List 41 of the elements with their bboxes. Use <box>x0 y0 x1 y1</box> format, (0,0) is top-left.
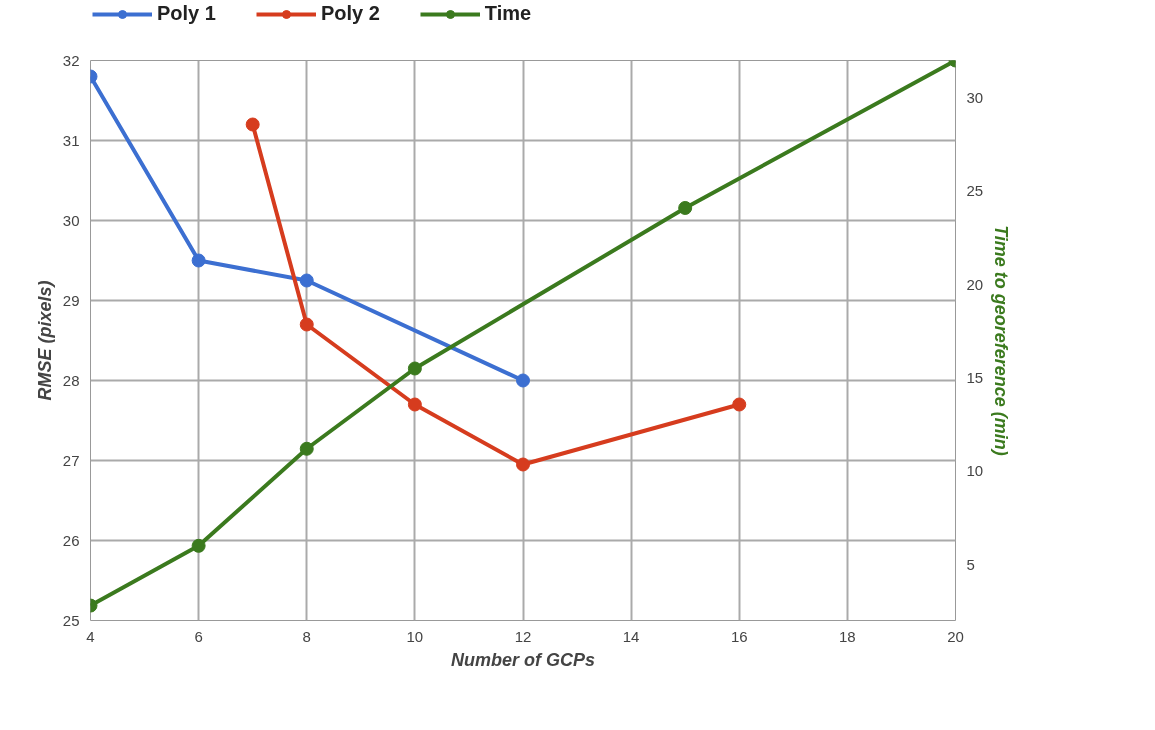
point <box>191 253 206 268</box>
legend-label: Poly 2 <box>320 2 380 25</box>
point <box>299 273 314 288</box>
y-tick-label: 25 <box>62 611 80 629</box>
y-tick-label: 27 <box>62 451 80 469</box>
y-tick-label: 28 <box>62 371 80 389</box>
point <box>299 441 314 456</box>
x-tick-label: 12 <box>514 627 532 645</box>
y-axis-title: RMSE (pixels) <box>34 280 55 401</box>
y-tick-label: 32 <box>62 51 80 69</box>
x-tick-label: 4 <box>86 627 95 645</box>
legend-label: Poly 1 <box>157 2 216 25</box>
legend-label: Time <box>484 2 532 25</box>
y2-tick-label: 20 <box>966 275 984 293</box>
y-tick-label: 26 <box>62 531 80 549</box>
y-tick-label: 30 <box>62 211 80 229</box>
y2-tick-label: 10 <box>966 462 984 480</box>
y2-tick-label: 5 <box>966 555 975 573</box>
x-tick-label: 18 <box>839 627 856 645</box>
y2-axis-title: Time to georeference (min) <box>991 225 1012 456</box>
point <box>732 397 747 412</box>
x-tick-label: 10 <box>406 627 424 645</box>
y-tick-label: 31 <box>62 131 80 149</box>
point <box>299 317 314 332</box>
y-tick-label: 29 <box>62 291 80 309</box>
y2-tick-label: 30 <box>966 88 984 106</box>
y2-tick-label: 25 <box>966 182 984 200</box>
y2-tick-label: 15 <box>966 368 984 386</box>
x-tick-label: 14 <box>622 627 640 645</box>
x-tick-label: 16 <box>730 627 748 645</box>
point <box>407 397 422 412</box>
x-tick-label: 20 <box>947 627 964 645</box>
point <box>516 373 530 388</box>
point <box>245 117 260 132</box>
point <box>191 538 206 553</box>
point <box>407 361 422 376</box>
x-tick-label: 6 <box>194 627 203 645</box>
point <box>678 200 693 215</box>
x-axis-title: Number of GCPs <box>450 649 596 670</box>
point <box>516 457 530 472</box>
x-tick-label: 8 <box>302 627 311 645</box>
